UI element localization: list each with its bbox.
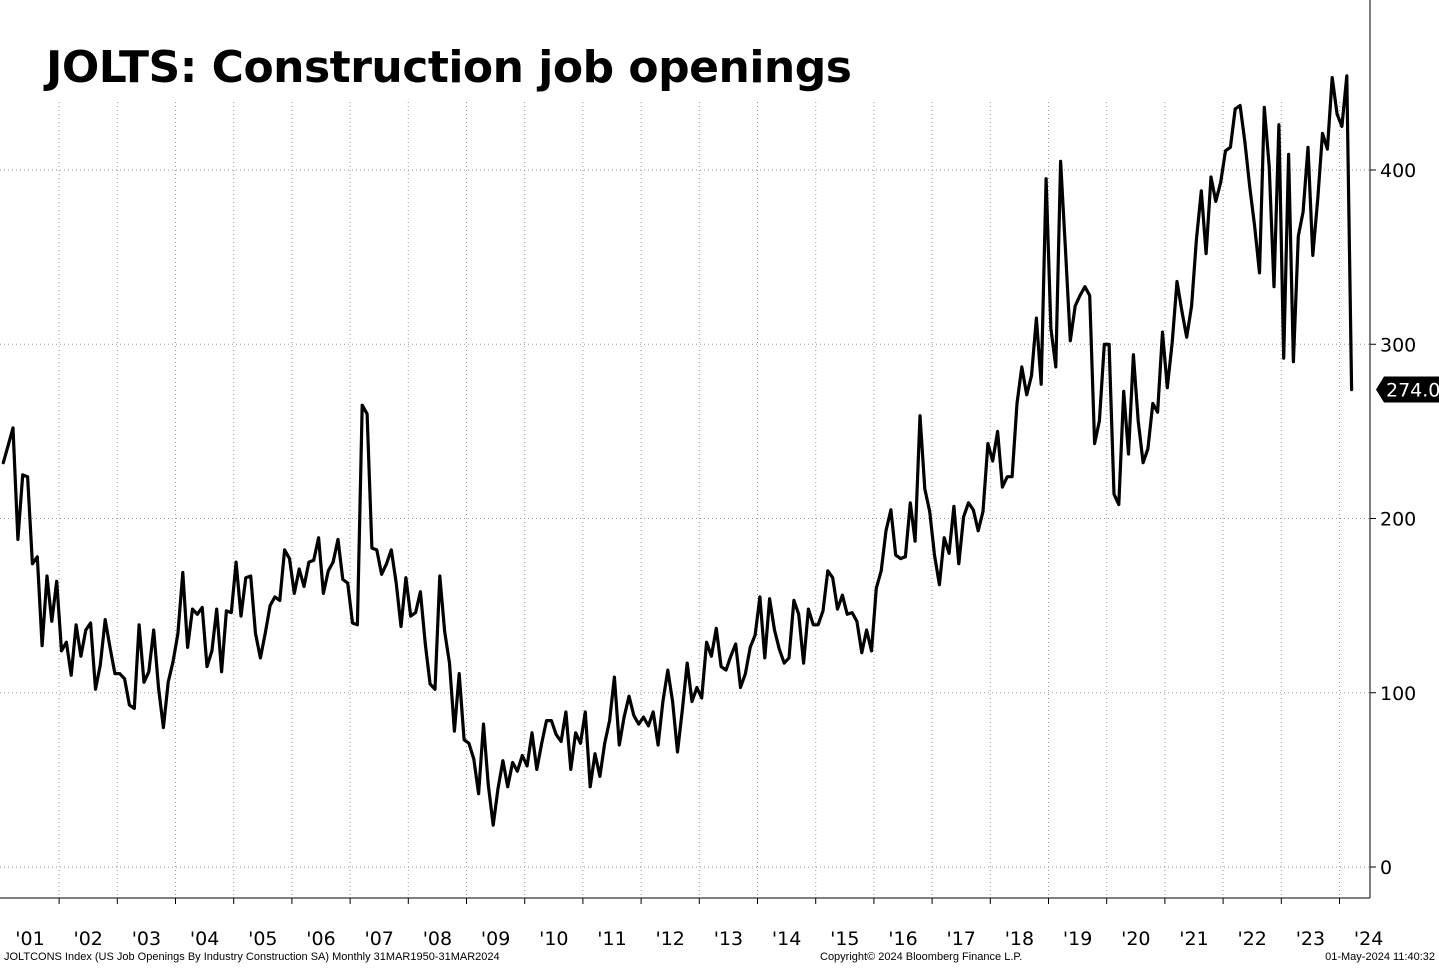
x-tick-label: '04 <box>190 928 219 950</box>
x-tick-label: '23 <box>1296 928 1325 950</box>
last-value-callout: 274.0 <box>1376 376 1439 403</box>
x-tick-label: '12 <box>655 928 684 950</box>
x-tick-label: '14 <box>772 928 801 950</box>
y-tick-label: 300 <box>1380 334 1416 356</box>
y-tick-label: 100 <box>1380 683 1416 705</box>
last-value-label: 274.0 <box>1386 380 1439 402</box>
x-tick-label: '21 <box>1179 928 1208 950</box>
series-group <box>1 74 1354 827</box>
x-tick-label: '19 <box>1063 928 1092 950</box>
x-tick-label: '09 <box>481 928 510 950</box>
footer-copyright: Copyright© 2024 Bloomberg Finance L.P. <box>820 951 1023 963</box>
x-tick-label: '10 <box>539 928 568 950</box>
y-tick-label: 400 <box>1380 160 1416 182</box>
axes <box>0 0 1376 904</box>
x-tick-label: '16 <box>888 928 917 950</box>
y-gridlines <box>0 169 1370 868</box>
series-line <box>1 74 1354 827</box>
x-tick-label: '06 <box>306 928 335 950</box>
x-gridlines <box>58 102 1340 898</box>
x-tick-label: '17 <box>946 928 975 950</box>
x-tick-label: '15 <box>830 928 859 950</box>
y-tick-label: 0 <box>1380 857 1392 879</box>
x-tick-label: '18 <box>1005 928 1034 950</box>
x-tick-label: '22 <box>1237 928 1266 950</box>
x-tick-label: '01 <box>15 928 44 950</box>
x-tick-label: '02 <box>73 928 102 950</box>
footer-source: JOLTCONS Index (US Job Openings By Indus… <box>4 951 500 963</box>
x-tick-label: '13 <box>714 928 743 950</box>
x-tick-label: '05 <box>248 928 277 950</box>
x-tick-label: '03 <box>132 928 161 950</box>
last-value-badge <box>1376 376 1439 403</box>
x-tick-label: '08 <box>423 928 452 950</box>
x-tick-label: '07 <box>364 928 393 950</box>
tick-labels: '01 '02 '03 '04 '05 '06 '07 '08 '09 '10 '11 '12 '13 '… <box>15 160 1416 950</box>
footer-timestamp: 01-May-2024 11:40:32 <box>1325 951 1435 963</box>
x-tick-label: '20 <box>1121 928 1150 950</box>
x-tick-label: '11 <box>597 928 626 950</box>
y-tick-label: 200 <box>1380 509 1416 531</box>
chart-title: JOLTS: Construction job openings <box>46 42 852 93</box>
x-tick-label: '24 <box>1354 928 1383 950</box>
